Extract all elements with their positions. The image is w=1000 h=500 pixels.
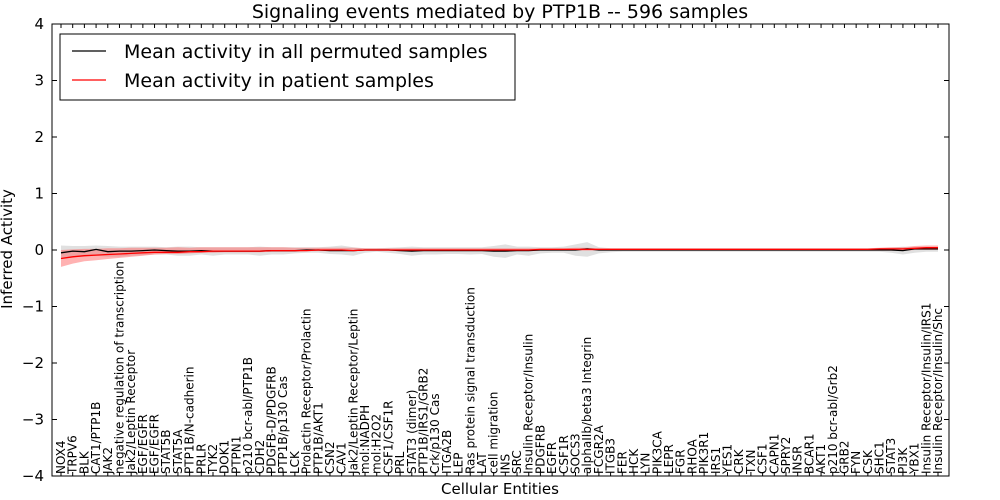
x-tick-label: SHC1 xyxy=(873,441,887,474)
x-tick-label: HCK xyxy=(627,448,641,474)
x-tick-label: BLK xyxy=(77,450,91,474)
x-tick-label: PTP1B/AKT1 xyxy=(311,402,325,474)
x-tick-label: STAT5A xyxy=(171,429,185,474)
x-tick-label: PIK3R1 xyxy=(697,432,711,474)
legend-frame xyxy=(59,33,516,101)
x-tick-label: PI3K xyxy=(896,447,910,474)
x-tick-label: CAPN1 xyxy=(767,434,781,474)
x-tick-label: LYN xyxy=(639,453,653,474)
x-tick-label: Prolactin Receptor/Prolactin xyxy=(300,308,314,474)
y-tick-label: 4 xyxy=(34,15,44,33)
x-tick-label: Ras protein signal transduction xyxy=(463,287,477,474)
series-line-patient xyxy=(60,247,938,260)
x-tick-label: CAT1/PTP1B xyxy=(89,402,103,474)
y-axis-ticks: −4 −3 −2 −1 0 1 2 3 4 xyxy=(22,15,949,485)
y-tick-label: 3 xyxy=(34,72,44,90)
x-tick-label: mol:NADPH xyxy=(358,405,372,474)
x-tick-label: PIK3CA xyxy=(650,430,664,474)
y-axis-label: Inferred Activity xyxy=(0,189,16,309)
x-axis-label: Cellular Entities xyxy=(441,480,559,498)
x-tick-label: JAK2 xyxy=(101,447,115,475)
x-tick-label: CRK xyxy=(732,448,746,474)
x-tick-label: GRB2 xyxy=(838,441,852,475)
x-tick-label: FER xyxy=(615,451,629,474)
x-tick-label: YBX1 xyxy=(908,443,922,475)
x-tick-label: STAT5B xyxy=(159,429,173,474)
x-tick-label: FYN xyxy=(849,451,863,474)
x-tick-label: alphaIIb/beta3 Integrin xyxy=(580,337,594,474)
x-tick-label: LAT xyxy=(475,452,489,474)
x-tick-label: SRC xyxy=(510,450,524,474)
y-tick-label: −3 xyxy=(22,411,44,429)
x-tick-label: PTP1B/N-cadherin xyxy=(183,367,197,474)
x-tick-label: AKT1 xyxy=(814,444,828,474)
y-tick-label: −4 xyxy=(22,467,44,485)
x-tick-label: YES1 xyxy=(721,444,735,475)
plot-frame xyxy=(51,23,950,477)
legend-label-permuted: Mean activity in all permuted samples xyxy=(124,41,487,63)
x-tick-label: NOX4 xyxy=(54,440,68,474)
y-tick-label: 2 xyxy=(34,128,44,146)
x-tick-label: FGR xyxy=(674,449,688,474)
x-tick-label: INSR xyxy=(791,446,805,474)
x-tick-label: Crk/p130 Cas xyxy=(428,393,442,474)
x-tick-label: PTP1B/p130 Cas xyxy=(276,376,290,474)
x-tick-label: TRPV6 xyxy=(66,435,80,475)
x-tick-label: Jak2/Leptin Receptor xyxy=(124,350,138,475)
legend: Mean activity in all permuted samples Me… xyxy=(59,33,516,101)
x-tick-label: PTPN1 xyxy=(229,436,243,474)
x-tick-label: RHOA xyxy=(685,438,699,474)
x-tick-label: DOK1 xyxy=(218,440,232,474)
x-tick-label: Insulin Receptor/Insulin xyxy=(522,334,536,474)
y-tick-label: 1 xyxy=(34,185,44,203)
x-tick-label: PRL xyxy=(393,451,407,474)
x-tick-label: IRS1 xyxy=(709,447,723,474)
x-tick-label: PDGFB-D/PDGFRB xyxy=(265,366,279,474)
x-tick-label: CSK xyxy=(861,449,875,474)
x-tick-label: SPRY2 xyxy=(779,437,793,474)
x-tick-label: INS xyxy=(498,454,512,474)
x-tick-label: TXN xyxy=(744,449,758,475)
x-tick-label: p210 bcr-abl/Grb2 xyxy=(826,365,840,474)
x-tick-label: Insulin Receptor/Insulin/Shc xyxy=(931,308,945,474)
x-tick-label: ITGA2B xyxy=(440,430,454,474)
confidence-bands xyxy=(61,242,938,267)
x-tick-label: STAT3 xyxy=(884,438,898,474)
legend-label-patient: Mean activity in patient samples xyxy=(124,70,434,92)
x-tick-label: Insulin Receptor/Insulin/IRS1 xyxy=(919,303,933,474)
chart-title: Signaling events mediated by PTP1B -- 59… xyxy=(252,1,748,23)
x-tick-label: CSN2 xyxy=(323,441,337,474)
x-tick-label: CDH2 xyxy=(253,440,267,474)
x-tick-label: CSF1R xyxy=(557,435,571,474)
x-tick-label: LEP xyxy=(452,453,466,475)
series-lines xyxy=(60,247,938,260)
x-tick-label: cell migration xyxy=(487,392,501,474)
x-tick-label: EGF/EGFR xyxy=(136,414,150,474)
x-tick-label: Jak2/Leptin Receptor/Leptin xyxy=(346,309,360,475)
x-tick-label: STAT3 (dimer) xyxy=(405,390,419,474)
x-tick-label: PRLR xyxy=(194,443,208,474)
x-tick-label: negative regulation of transcription xyxy=(113,261,127,474)
x-tick-label: CAV1 xyxy=(335,442,349,474)
x-tick-label: PTP1B/IRS1/GRB2 xyxy=(417,368,431,474)
y-tick-label: −2 xyxy=(22,354,44,372)
x-tick-label: TYK2 xyxy=(206,444,220,475)
x-tick-label: CSF1 xyxy=(756,443,770,474)
y-tick-label: −1 xyxy=(22,298,44,316)
x-tick-label: p210 bcr-abl/PTP1B xyxy=(241,357,255,474)
x-tick-label: SOCS3 xyxy=(569,433,583,474)
x-tick-label: PDGFRB xyxy=(533,425,547,474)
x-tick-label: LCK xyxy=(288,450,302,474)
x-tick-label: FCGR2A xyxy=(592,424,606,474)
y-tick-label: 0 xyxy=(34,241,44,259)
x-tick-label: ITGB3 xyxy=(604,438,618,474)
x-tick-label: LEPR xyxy=(662,444,676,474)
x-tick-label: EGF/EGFR xyxy=(148,414,162,474)
x-tick-label: mol:H2O2 xyxy=(370,414,384,474)
x-tick-label: CSF1/CSF1R xyxy=(381,401,395,474)
x-tick-label: BCAR1 xyxy=(802,433,816,474)
x-tick-label: EGFR xyxy=(545,442,559,474)
